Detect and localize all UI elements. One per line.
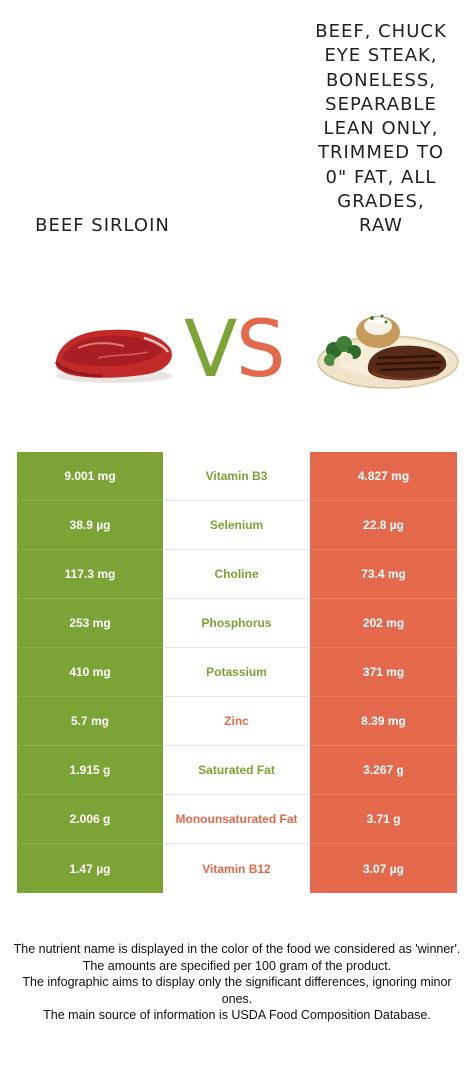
left-value-cell: 1.915 g bbox=[17, 746, 163, 795]
nutrient-row: 1.47 µg Vitamin B12 3.07 µg bbox=[17, 844, 457, 893]
right-value-cell: 3.267 g bbox=[310, 746, 457, 795]
food-right-title-line: lean only, bbox=[323, 118, 439, 140]
footer-notes: The nutrient name is displayed in the co… bbox=[10, 941, 464, 1024]
food-right-title-line: raw bbox=[359, 215, 403, 237]
right-value-cell: 3.71 g bbox=[310, 795, 457, 844]
food-right-title-line: boneless, bbox=[325, 69, 436, 91]
food-right-title-line: 0" fat, all bbox=[325, 166, 437, 188]
right-value-cell: 73.4 mg bbox=[310, 550, 457, 599]
nutrient-row: 410 mg Potassium 371 mg bbox=[17, 648, 457, 697]
nutrient-row: 2.006 g Monounsaturated Fat 3.71 g bbox=[17, 795, 457, 844]
nutrient-row: 38.9 µg Selenium 22.8 µg bbox=[17, 501, 457, 550]
right-value-cell: 8.39 mg bbox=[310, 697, 457, 746]
food-right-title: Beef, chuck eye steak, boneless, separab… bbox=[296, 20, 466, 239]
left-value-cell: 1.47 µg bbox=[17, 844, 163, 893]
nutrient-row: 1.915 g Saturated Fat 3.267 g bbox=[17, 746, 457, 795]
nutrient-row: 9.001 mg Vitamin B3 4.827 mg bbox=[17, 452, 457, 501]
food-right-title-line: Beef, chuck bbox=[315, 21, 447, 42]
left-value-cell: 9.001 mg bbox=[17, 452, 163, 501]
nutrient-name-cell: Selenium bbox=[163, 501, 310, 550]
beef-chuck-steak-plate-image bbox=[317, 314, 459, 389]
right-value-cell: 202 mg bbox=[310, 599, 457, 648]
right-value-cell: 4.827 mg bbox=[310, 452, 457, 501]
nutrient-name-cell: Vitamin B12 bbox=[163, 844, 310, 893]
left-value-cell: 5.7 mg bbox=[17, 697, 163, 746]
nutrient-name-cell: Potassium bbox=[163, 648, 310, 697]
left-value-cell: 2.006 g bbox=[17, 795, 163, 844]
vs-v-letter: V bbox=[184, 310, 237, 390]
nutrient-name-cell: Phosphorus bbox=[163, 599, 310, 648]
food-right-title-line: grades, bbox=[337, 191, 425, 213]
food-right-title-line: eye steak, bbox=[324, 45, 438, 67]
nutrient-comparison-table: 9.001 mg Vitamin B3 4.827 mg 38.9 µg Seleniu… bbox=[17, 452, 457, 893]
beef-sirloin-image bbox=[54, 329, 172, 383]
left-value-cell: 117.3 mg bbox=[17, 550, 163, 599]
food-right-title-line: trimmed to bbox=[318, 142, 444, 164]
nutrient-name-cell: Monounsaturated Fat bbox=[163, 795, 310, 844]
left-value-cell: 253 mg bbox=[17, 599, 163, 648]
right-value-cell: 22.8 µg bbox=[310, 501, 457, 550]
nutrient-row: 117.3 mg Choline 73.4 mg bbox=[17, 550, 457, 599]
right-value-cell: 371 mg bbox=[310, 648, 457, 697]
nutrient-name-cell: Choline bbox=[163, 550, 310, 599]
food-left-title: Beef sirloin bbox=[35, 215, 170, 236]
vs-label: V S bbox=[184, 310, 286, 390]
footer-note: The main source of information is USDA F… bbox=[43, 1008, 431, 1022]
food-right-title-line: separable bbox=[325, 93, 437, 115]
vs-s-letter: S bbox=[236, 310, 286, 390]
nutrient-name-cell: Saturated Fat bbox=[163, 746, 310, 795]
footer-note: The infographic aims to display only the… bbox=[22, 975, 452, 1006]
footer-note: The amounts are specified per 100 gram o… bbox=[82, 958, 392, 973]
left-value-cell: 38.9 µg bbox=[17, 501, 163, 550]
nutrient-name-cell: Vitamin B3 bbox=[163, 452, 310, 501]
left-value-cell: 410 mg bbox=[17, 648, 163, 697]
footer-note: The nutrient name is displayed in the co… bbox=[13, 942, 461, 956]
nutrient-row: 253 mg Phosphorus 202 mg bbox=[17, 599, 457, 648]
right-value-cell: 3.07 µg bbox=[310, 844, 457, 893]
nutrient-name-cell: Zinc bbox=[163, 697, 310, 746]
nutrient-row: 5.7 mg Zinc 8.39 mg bbox=[17, 697, 457, 746]
